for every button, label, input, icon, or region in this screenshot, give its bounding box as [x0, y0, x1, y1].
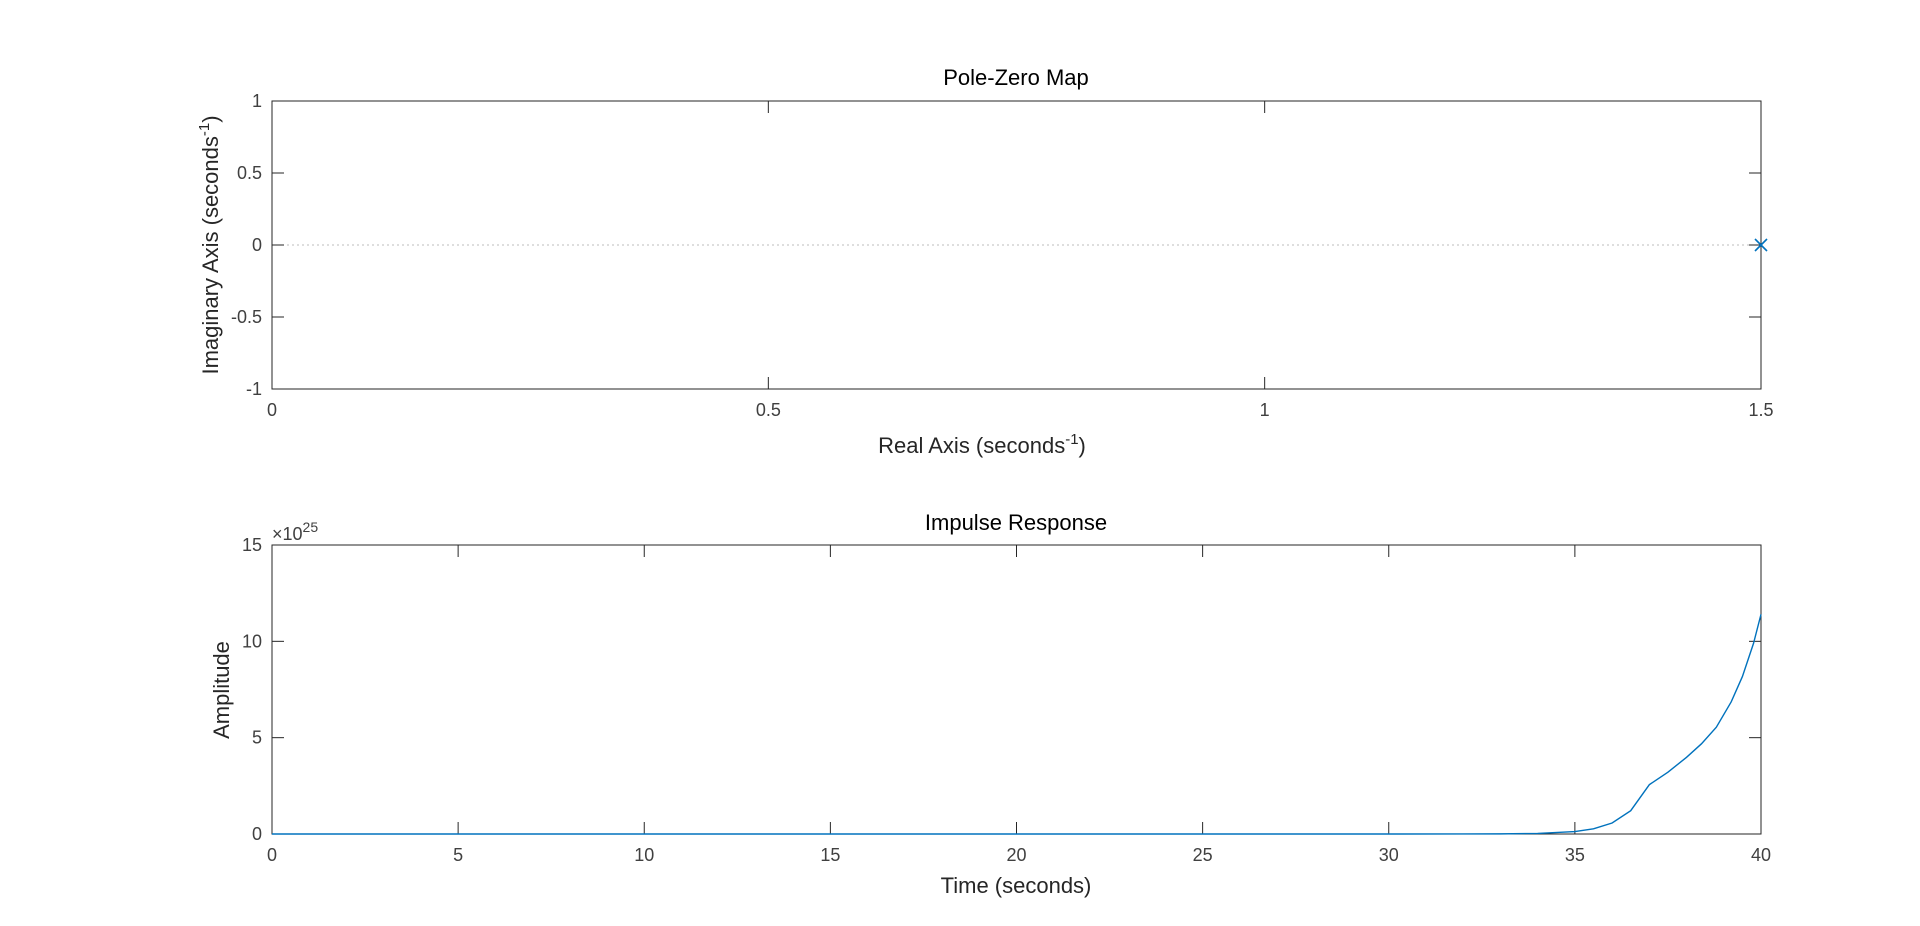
pole-zero-y-tick-label: 1: [252, 91, 262, 111]
impulse-response-y-axis-label: Amplitude: [209, 641, 234, 739]
impulse-response-x-tick-label: 20: [1006, 845, 1026, 865]
impulse-response-plot-area: [271, 544, 1762, 835]
pole-zero-y-tick-label: 0.5: [237, 163, 262, 183]
impulse-response-y-tick-label: 15: [242, 535, 262, 555]
pole-zero-y-axis-label: Imaginary Axis (seconds-1): [196, 115, 223, 374]
pole-zero-y-ticks: -1 -0.5 0 0.5 1: [231, 91, 1761, 399]
impulse-response-x-tick-label: 15: [820, 845, 840, 865]
impulse-response-x-tick-label: 5: [453, 845, 463, 865]
pole-zero-x-tick-label: 0.5: [756, 400, 781, 420]
impulse-response-x-tick-label: 40: [1751, 845, 1771, 865]
pole-zero-y-tick-label: -0.5: [231, 307, 262, 327]
impulse-response-x-tick-label: 30: [1379, 845, 1399, 865]
pole-zero-marks: [1754, 238, 1768, 252]
pole-zero-x-ticks: 0 0.5 1 1.5: [267, 101, 1774, 420]
pole-zero-x-tick-label: 0: [267, 400, 277, 420]
pole-marker: [1754, 238, 1768, 252]
pole-zero-x-tick-label: 1: [1260, 400, 1270, 420]
impulse-response-axes: 0 5 10 15 20 25 30 35 40 0 5 10 15 Impulse Response…: [209, 510, 1771, 898]
pole-zero-x-tick-label: 1.5: [1748, 400, 1773, 420]
impulse-response-x-ticks: 0 5 10 15 20 25 30 35 40: [267, 545, 1771, 865]
impulse-response-y-tick-label: 0: [252, 824, 262, 844]
pole-zero-y-tick-label: 0: [252, 235, 262, 255]
impulse-response-y-tick-label: 10: [242, 631, 262, 651]
impulse-response-y-tick-label: 5: [252, 728, 262, 748]
impulse-response-title: Impulse Response: [925, 510, 1107, 535]
impulse-response-y-ticks: 0 5 10 15: [242, 535, 1761, 844]
impulse-response-x-tick-label: 35: [1565, 845, 1585, 865]
impulse-response-x-axis-label: Time (seconds): [941, 873, 1092, 898]
pole-zero-title: Pole-Zero Map: [943, 65, 1089, 90]
impulse-response-x-tick-label: 0: [267, 845, 277, 865]
impulse-response-line: [272, 614, 1762, 835]
impulse-response-y-multiplier: ×1025: [272, 519, 318, 544]
pole-zero-x-axis-label: Real Axis (seconds-1): [878, 431, 1086, 458]
impulse-response-x-tick-label: 10: [634, 845, 654, 865]
pole-zero-y-tick-label: -1: [246, 379, 262, 399]
impulse-response-x-tick-label: 25: [1193, 845, 1213, 865]
pole-zero-axes: 0 0.5 1 1.5 -1 -0.5 0 0.5 1 Pole-Zero Map Real …: [196, 65, 1774, 458]
